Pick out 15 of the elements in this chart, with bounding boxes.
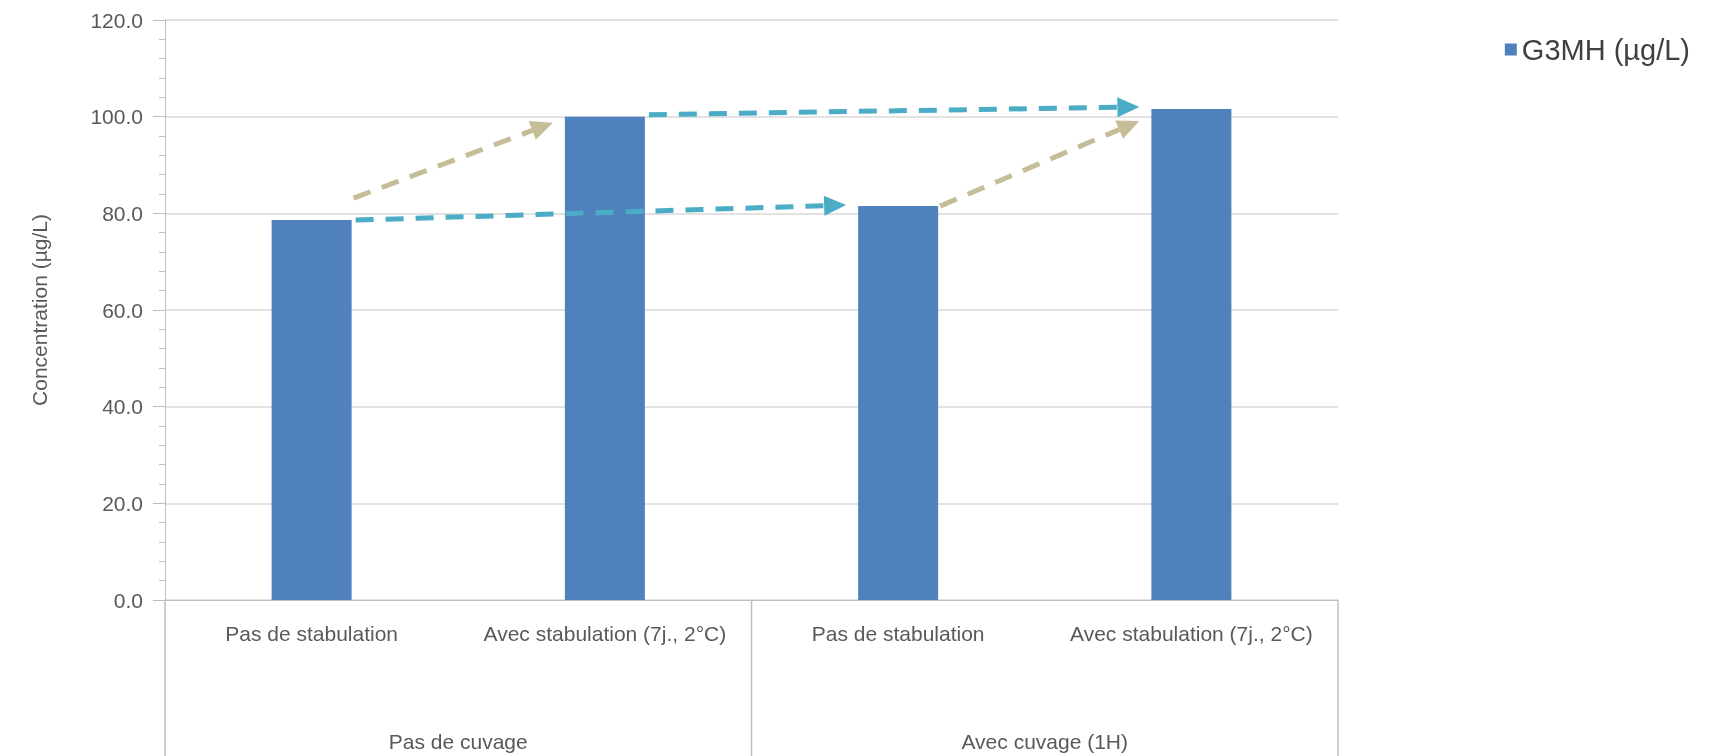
y-tick-label: 40.0 (102, 395, 143, 419)
x-tick-label: Pas de stabulation (225, 621, 399, 645)
legend-label: G3MH (µg/L) (1521, 33, 1691, 66)
text: Pas de cuvage (388, 730, 528, 753)
y-tick-label: 60.0 (102, 298, 143, 322)
text: Avec cuvage (1H) (961, 730, 1129, 753)
y-tick-label: 20.0 (102, 491, 143, 515)
x-tick-label: Pas de stabulation (811, 621, 985, 645)
y-axis-title: Concentration (µg/L) (28, 214, 51, 406)
y-tick-label: 120.0 (90, 8, 143, 32)
x-tick-label: Avec stabulation (7j., 2°C) (1070, 621, 1313, 645)
y-tick-label: 0.0 (113, 588, 143, 612)
x-tick-label: Avec stabulation (7j., 2°C) (483, 621, 727, 645)
y-tick-label: 100.0 (90, 105, 143, 129)
y-tick-label: 80.0 (102, 201, 143, 225)
